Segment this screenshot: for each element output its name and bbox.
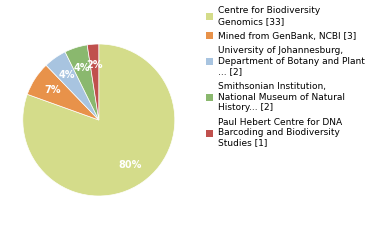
Text: 4%: 4% xyxy=(74,63,90,73)
Text: 2%: 2% xyxy=(86,60,103,71)
Wedge shape xyxy=(65,45,99,120)
Text: 7%: 7% xyxy=(44,85,61,95)
Text: 4%: 4% xyxy=(59,70,76,80)
Text: 80%: 80% xyxy=(119,160,142,170)
Wedge shape xyxy=(27,65,99,120)
Legend: Centre for Biodiversity
Genomics [33], Mined from GenBank, NCBI [3], University : Centre for Biodiversity Genomics [33], M… xyxy=(204,5,366,149)
Wedge shape xyxy=(46,52,99,120)
Wedge shape xyxy=(23,44,175,196)
Wedge shape xyxy=(87,44,99,120)
